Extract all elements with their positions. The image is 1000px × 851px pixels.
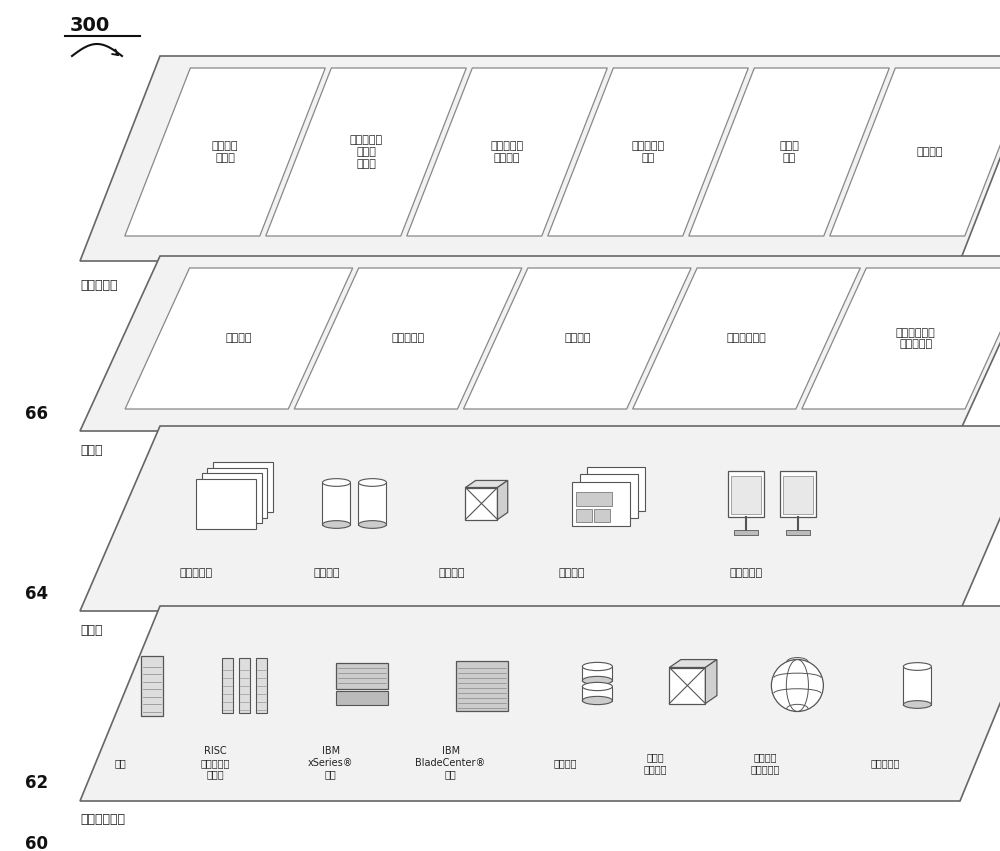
Text: 虚拟应用: 虚拟应用 [558,568,585,578]
Text: 虚拟存储: 虚拟存储 [313,568,340,578]
Text: 数据库软件: 数据库软件 [871,758,900,768]
FancyBboxPatch shape [202,473,262,523]
Bar [336,690,388,705]
Text: 管理层: 管理层 [80,444,103,457]
Polygon shape [463,268,691,409]
Polygon shape [80,426,1000,611]
Text: 虚拟服务器: 虚拟服务器 [180,568,213,578]
Polygon shape [705,660,717,704]
Bar [576,492,612,505]
Text: 工作负载层: 工作负载层 [80,279,118,292]
Polygon shape [125,268,353,409]
Bar [582,666,612,681]
Ellipse shape [582,677,612,684]
Polygon shape [294,268,522,409]
Bar [358,483,386,524]
Text: 网络应用
服务器软件: 网络应用 服务器软件 [751,752,780,774]
Bar [669,667,705,704]
Polygon shape [80,606,1000,801]
Bar [456,660,508,711]
Polygon shape [497,481,508,519]
Text: 62: 62 [25,774,48,792]
Polygon shape [669,660,717,667]
Text: 服务水平协议
计划和履行: 服务水平协议 计划和履行 [896,328,936,349]
Polygon shape [830,68,1000,236]
Polygon shape [548,68,748,236]
Text: 网络和
网络部件: 网络和 网络部件 [644,752,667,774]
Text: IBM
BladeCenter®
系统: IBM BladeCenter® 系统 [415,746,486,780]
Text: 60: 60 [25,835,48,851]
Text: 虚拟客户端: 虚拟客户端 [730,568,763,578]
Ellipse shape [582,696,612,705]
Bar [465,488,497,519]
Bar [734,529,758,534]
Ellipse shape [903,700,931,708]
Bar [572,482,630,526]
Bar [903,666,931,705]
Bar [576,509,592,522]
Text: RISC
体系结构的
服务器: RISC 体系结构的 服务器 [201,746,230,780]
Bar [780,471,816,517]
Ellipse shape [903,663,931,671]
Polygon shape [80,56,1000,261]
Bar [222,658,233,713]
Bar [141,655,163,716]
Polygon shape [633,268,860,409]
Polygon shape [80,256,1000,431]
Polygon shape [266,68,466,236]
Bar [256,658,267,713]
Circle shape [771,660,823,711]
Text: IBM
xSeries®
系统: IBM xSeries® 系统 [308,746,353,780]
Bar [786,529,810,534]
Ellipse shape [582,683,612,691]
Ellipse shape [322,478,350,487]
Text: 66: 66 [25,405,48,423]
Ellipse shape [358,521,386,528]
Text: 虚拟教室的
教学传递: 虚拟教室的 教学传递 [490,141,524,163]
Polygon shape [689,68,889,236]
Text: 服务水平管理: 服务水平管理 [727,334,766,344]
Text: 计量和定价: 计量和定价 [392,334,425,344]
FancyBboxPatch shape [207,467,267,517]
Polygon shape [802,268,1000,409]
Polygon shape [407,68,607,236]
Text: 300: 300 [70,16,110,35]
Bar [587,466,645,511]
Polygon shape [125,68,325,236]
Text: 虚拟网络: 虚拟网络 [438,568,465,578]
Text: 数据分析与
处理: 数据分析与 处理 [631,141,665,163]
Text: 存储设备: 存储设备 [554,758,577,768]
Text: 资源供应: 资源供应 [226,334,252,344]
Text: 主机: 主机 [115,758,126,768]
Text: 软件开发及
生命周
期管理: 软件开发及 生命周 期管理 [349,135,383,168]
Text: 消息处理: 消息处理 [917,147,943,157]
Ellipse shape [582,662,612,671]
FancyBboxPatch shape [213,462,273,512]
Ellipse shape [322,521,350,528]
Text: 交易的
处理: 交易的 处理 [779,141,799,163]
Bar [322,483,350,524]
Text: 地图绘制
与导航: 地图绘制 与导航 [212,141,238,163]
Bar [728,471,764,517]
Bar [580,474,638,518]
Text: 硬件和软件层: 硬件和软件层 [80,813,125,826]
Bar [336,662,388,688]
Ellipse shape [358,478,386,487]
Text: 64: 64 [25,585,48,603]
Bar [731,476,761,513]
Bar [582,687,612,700]
Bar [594,509,610,522]
Text: 用户门户: 用户门户 [564,334,591,344]
Polygon shape [465,481,508,488]
FancyBboxPatch shape [196,478,256,528]
Bar [783,476,813,513]
Bar [239,658,250,713]
Text: 虚拟层: 虚拟层 [80,624,103,637]
